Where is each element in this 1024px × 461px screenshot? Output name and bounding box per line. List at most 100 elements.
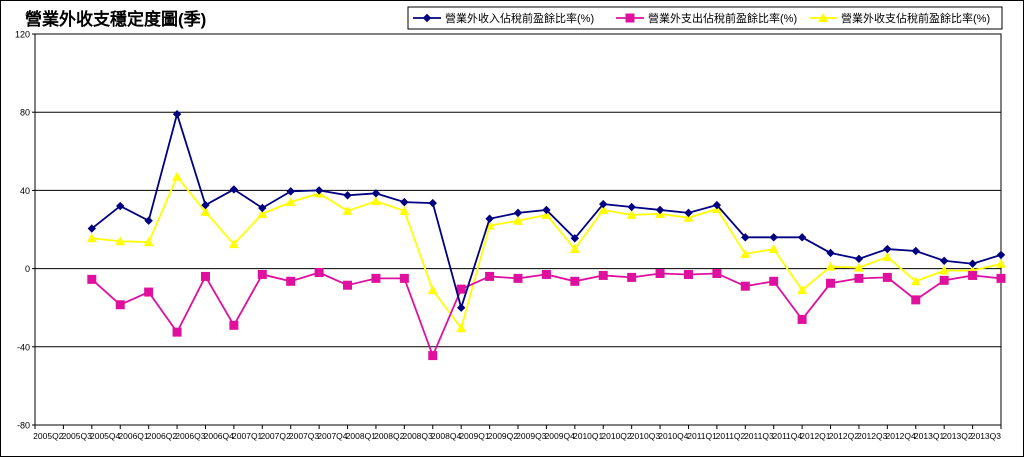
data-point-diamond-2013q2 [968, 259, 977, 268]
data-point-diamond-2008q1 [371, 189, 381, 198]
data-point-triangle-2006q3 [200, 206, 211, 216]
data-point-square-2006q3 [200, 271, 210, 281]
data-point-triangle-2008q2 [399, 205, 410, 215]
data-point-square-2010q1 [598, 270, 608, 280]
x-tick-label: 2012Q2 [829, 431, 860, 441]
data-point-triangle-2010q1 [598, 204, 609, 214]
data-point-triangle-2005q4 [115, 236, 126, 246]
grid [34, 33, 1002, 426]
data-point-square-2010q2 [627, 272, 637, 282]
chart-title: 營業外收支穩定度圖(季) [25, 9, 206, 29]
data-point-square-2008q4 [456, 284, 466, 294]
data-point-diamond-2005q3 [87, 224, 97, 233]
x-tick-label: 2013Q2 [942, 431, 973, 441]
data-point-square-2012q3 [882, 272, 892, 282]
data-point-square-2007q3 [314, 268, 324, 278]
y-tick-label: 0 [25, 264, 30, 274]
data-point-square-2008q3 [428, 351, 438, 361]
data-point-diamond-2009q3 [542, 205, 551, 215]
series-diamond [87, 109, 1006, 312]
x-axis: 2005Q22005Q32005Q42006Q12006Q22006Q32006… [33, 425, 1002, 441]
legend-label-triangle: 營業外收支佔稅前盈餘比率(%) [841, 11, 990, 25]
legend-entry-triangle: 營業外收支佔稅前盈餘比率(%) [809, 11, 990, 25]
data-point-square-2012q1 [826, 278, 836, 288]
data-point-diamond-2005q4 [116, 201, 125, 211]
data-point-triangle-2010q2 [626, 209, 637, 219]
data-point-diamond-2013q1 [939, 256, 949, 265]
data-point-diamond-2011q1 [712, 200, 722, 210]
data-point-square-2005q3 [87, 274, 97, 284]
data-point-square-2011q4 [797, 314, 807, 324]
data-point-diamond-2008q3 [428, 198, 437, 208]
data-point-diamond-2008q4 [456, 303, 466, 312]
plot-area [34, 33, 1002, 426]
data-point-square-2007q4 [343, 280, 353, 290]
data-point-square-2010q4 [683, 269, 693, 279]
legend-label-square: 營業外支出佔稅前盈餘比率(%) [648, 11, 797, 25]
data-point-square-2006q2 [172, 327, 182, 337]
data-point-triangle-2007q4 [342, 205, 353, 215]
data-point-square-2009q3 [541, 269, 551, 279]
data-point-diamond-2006q2 [172, 109, 182, 119]
data-point-diamond-2006q1 [144, 216, 153, 225]
legend-entry-square: 營業外支出佔稅前盈餘比率(%) [616, 11, 797, 25]
x-tick-label: 2005Q4 [90, 431, 121, 441]
data-point-triangle-2009q3 [541, 209, 552, 219]
data-point-square-2006q1 [144, 287, 154, 297]
data-point-triangle-2005q3 [86, 233, 97, 243]
x-tick-label: 2009Q2 [488, 431, 519, 441]
data-point-diamond-2011q2 [741, 233, 750, 242]
data-point-diamond-2011q3 [769, 233, 778, 242]
data-point-square-2011q3 [769, 276, 779, 286]
x-tick-label: 2005Q2 [33, 431, 64, 441]
y-tick-label: -80 [17, 421, 30, 431]
data-point-triangle-2012q2 [853, 262, 864, 272]
x-tick-label: 2005Q3 [62, 431, 93, 441]
series-square [87, 268, 1006, 361]
data-point-triangle-2007q1 [257, 208, 268, 218]
data-point-diamond-2007q3 [314, 186, 324, 195]
data-point-diamond-2007q2 [286, 187, 295, 196]
x-tick-label: 2011Q4 [772, 431, 802, 441]
series-layer [86, 109, 1006, 361]
x-tick-label: 2006Q1 [118, 431, 149, 441]
data-point-square-2013q2 [968, 270, 978, 280]
data-point-square-2013q3 [996, 273, 1006, 283]
x-tick-label: 2010Q2 [601, 431, 632, 441]
data-point-diamond-2009q1 [485, 214, 494, 223]
data-point-triangle-2013q3 [996, 258, 1006, 268]
data-point-diamond-2010q2 [627, 202, 636, 212]
x-tick-label: 2009Q3 [516, 431, 547, 441]
data-point-square-2010q3 [655, 268, 665, 278]
data-point-triangle-2011q3 [768, 244, 779, 254]
data-point-square-2008q2 [399, 273, 409, 283]
x-tick-label: 2013Q1 [914, 431, 945, 441]
y-tick-label: -40 [17, 342, 30, 352]
data-point-diamond-2010q1 [599, 199, 608, 209]
data-point-triangle-2012q4 [910, 276, 921, 286]
data-point-triangle-2008q4 [456, 323, 467, 333]
legend-label-diamond: 營業外收入佔稅前盈餘比率(%) [445, 11, 594, 25]
data-point-square-2012q4 [911, 295, 921, 305]
data-point-square-2009q4 [570, 276, 580, 286]
data-point-square-2007q2 [286, 276, 296, 286]
x-tick-label: 2008Q4 [431, 431, 462, 441]
x-tick-label: 2009Q4 [545, 431, 576, 441]
data-point-triangle-2008q1 [370, 196, 381, 206]
data-point-diamond-2010q3 [655, 205, 665, 215]
legend-box [407, 6, 1003, 30]
data-point-diamond-2009q2 [513, 208, 523, 218]
x-tick-label: 2006Q2 [147, 431, 178, 441]
y-tick-label: 40 [20, 186, 30, 196]
data-point-triangle-2011q2 [740, 248, 751, 258]
legend-entry-diamond: 營業外收入佔稅前盈餘比率(%) [413, 11, 594, 25]
x-tick-label: 2006Q3 [175, 431, 206, 441]
data-point-diamond-2012q3 [883, 244, 892, 254]
legend: 營業外收入佔稅前盈餘比率(%) 營業外支出佔稅前盈餘比率(%) 營業外收支佔稅前盈餘… [407, 6, 1003, 30]
x-tick-label: 2007Q3 [289, 431, 320, 441]
data-point-diamond-2013q3 [996, 250, 1006, 260]
data-point-triangle-2006q2 [172, 171, 183, 181]
data-point-square-2011q2 [740, 281, 750, 291]
data-point-diamond-2012q1 [826, 248, 835, 258]
